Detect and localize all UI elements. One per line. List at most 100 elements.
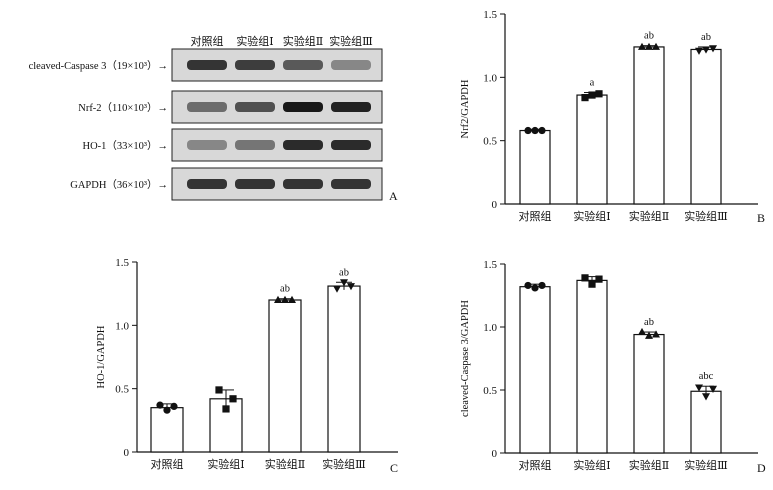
blot-row-label: cleaved-Caspase 3（19×10³）→ bbox=[29, 60, 168, 72]
blot-lane-label: 实验组Ⅱ bbox=[283, 34, 323, 48]
y-tick-label: 1.0 bbox=[483, 72, 497, 84]
bar-chart-b: 0 0.5 1.0 1.5 Nrf2/GAPDH 对照组 a 实验组Ⅰ ab 实验组Ⅱ ab 实验组Ⅲ… bbox=[460, 9, 765, 225]
panel-letter-a: A bbox=[389, 189, 398, 203]
triangle-down-marker bbox=[695, 47, 703, 55]
square-marker bbox=[595, 90, 603, 98]
square-marker bbox=[595, 275, 603, 283]
blot-band bbox=[331, 60, 371, 70]
y-tick-label: 1.0 bbox=[115, 320, 129, 332]
bar bbox=[576, 94, 608, 205]
blot-band bbox=[187, 102, 227, 112]
bar-chart-c: 0 0.5 1.0 1.5 HO-1/GAPDH 对照组 实验组Ⅰ ab 实验组Ⅱ ab 实验组Ⅲ C bbox=[96, 257, 398, 475]
y-axis-label: Nrf2/GAPDH bbox=[460, 79, 471, 138]
bar bbox=[327, 285, 361, 453]
blot-band bbox=[187, 179, 227, 189]
significance-label: ab bbox=[644, 317, 654, 328]
y-tick-label: 1.5 bbox=[483, 259, 497, 271]
y-tick-label: 0.5 bbox=[115, 384, 129, 396]
blot-band bbox=[187, 60, 227, 70]
bar bbox=[268, 299, 302, 453]
significance-label: ab bbox=[280, 284, 290, 295]
triangle-down-marker bbox=[702, 46, 710, 54]
triangle-marker bbox=[652, 330, 660, 338]
y-tick-label: 1.5 bbox=[483, 9, 497, 21]
square-marker bbox=[588, 280, 596, 288]
blot-band bbox=[235, 102, 275, 112]
blot-lane-label: 实验组Ⅲ bbox=[329, 34, 373, 48]
y-tick-label: 1.0 bbox=[483, 322, 497, 334]
triangle-down-marker bbox=[347, 283, 355, 291]
y-tick-label: 1.5 bbox=[115, 257, 129, 269]
bar bbox=[633, 333, 665, 454]
y-axis-label: HO-1/GAPDH bbox=[96, 325, 107, 388]
x-tick-label: 对照组 bbox=[151, 457, 184, 471]
y-tick-label: 0 bbox=[492, 199, 498, 211]
significance-label: abc bbox=[699, 371, 714, 382]
x-tick-label: 实验组Ⅰ bbox=[207, 457, 244, 471]
bar bbox=[576, 279, 608, 454]
triangle-marker bbox=[638, 327, 646, 336]
panel-letter-c: C bbox=[390, 461, 398, 475]
x-tick-label: 实验组Ⅱ bbox=[265, 457, 305, 471]
circle-marker bbox=[524, 281, 532, 290]
x-tick-label: 实验组Ⅱ bbox=[629, 209, 669, 223]
x-tick-label: 实验组Ⅲ bbox=[684, 209, 728, 223]
x-tick-label: 实验组Ⅰ bbox=[573, 209, 610, 223]
bar bbox=[690, 48, 722, 205]
circle-marker bbox=[538, 281, 546, 290]
triangle-marker bbox=[288, 295, 296, 303]
blot-row-label: GAPDH（36×10³）→ bbox=[70, 179, 168, 191]
blot-lane-label: 对照组 bbox=[191, 34, 224, 48]
triangle-marker bbox=[274, 295, 282, 303]
blot-lane-label: 实验组Ⅰ bbox=[236, 34, 273, 48]
square-marker bbox=[215, 386, 223, 394]
bar bbox=[150, 407, 184, 453]
blot-band bbox=[331, 140, 371, 150]
x-tick-label: 对照组 bbox=[519, 458, 552, 472]
triangle-down-marker bbox=[340, 279, 348, 287]
bar bbox=[519, 286, 551, 454]
triangle-marker bbox=[638, 42, 646, 50]
square-marker bbox=[588, 91, 596, 99]
x-tick-label: 实验组Ⅰ bbox=[573, 458, 610, 472]
blot-band bbox=[235, 140, 275, 150]
blot-band bbox=[235, 60, 275, 70]
x-tick-label: 实验组Ⅲ bbox=[322, 457, 366, 471]
blot-band bbox=[283, 60, 323, 70]
panel-letter-b: B bbox=[757, 211, 765, 225]
blot-band bbox=[283, 140, 323, 150]
western-blot: 对照组 实验组Ⅰ 实验组Ⅱ 实验组Ⅲ cleaved-Caspase 3（19×10³）… bbox=[29, 34, 398, 203]
y-tick-label: 0.5 bbox=[483, 385, 497, 397]
circle-marker bbox=[538, 126, 546, 135]
blot-band bbox=[235, 179, 275, 189]
blot-band bbox=[187, 140, 227, 150]
bar-chart-d: 0 0.5 1.0 1.5 cleaved-Caspase 3/GAPDH 对照组 实验组Ⅰ… bbox=[460, 259, 766, 475]
circle-marker bbox=[531, 284, 539, 292]
triangle-marker bbox=[645, 331, 653, 339]
significance-label: a bbox=[590, 78, 595, 89]
significance-label: ab bbox=[644, 31, 654, 42]
y-tick-label: 0.5 bbox=[483, 136, 497, 148]
triangle-down-marker bbox=[709, 385, 717, 393]
triangle-marker bbox=[645, 42, 653, 50]
blot-band bbox=[283, 179, 323, 189]
bar bbox=[519, 129, 551, 205]
triangle-down-marker bbox=[702, 393, 710, 401]
blot-band bbox=[283, 102, 323, 112]
circle-marker bbox=[524, 126, 532, 135]
square-marker bbox=[581, 94, 589, 102]
square-marker bbox=[222, 405, 230, 413]
square-marker bbox=[581, 274, 589, 282]
panel-letter-d: D bbox=[757, 461, 766, 475]
triangle-marker bbox=[281, 295, 289, 303]
bar bbox=[690, 390, 722, 454]
x-tick-label: 对照组 bbox=[519, 209, 552, 223]
triangle-down-marker bbox=[695, 384, 703, 392]
circle-marker bbox=[163, 406, 171, 414]
circle-marker bbox=[531, 126, 539, 135]
circle-marker bbox=[156, 401, 164, 409]
blot-band bbox=[331, 102, 371, 112]
triangle-down-marker bbox=[709, 45, 717, 53]
blot-row-label: Nrf-2（110×10³）→ bbox=[78, 102, 168, 114]
